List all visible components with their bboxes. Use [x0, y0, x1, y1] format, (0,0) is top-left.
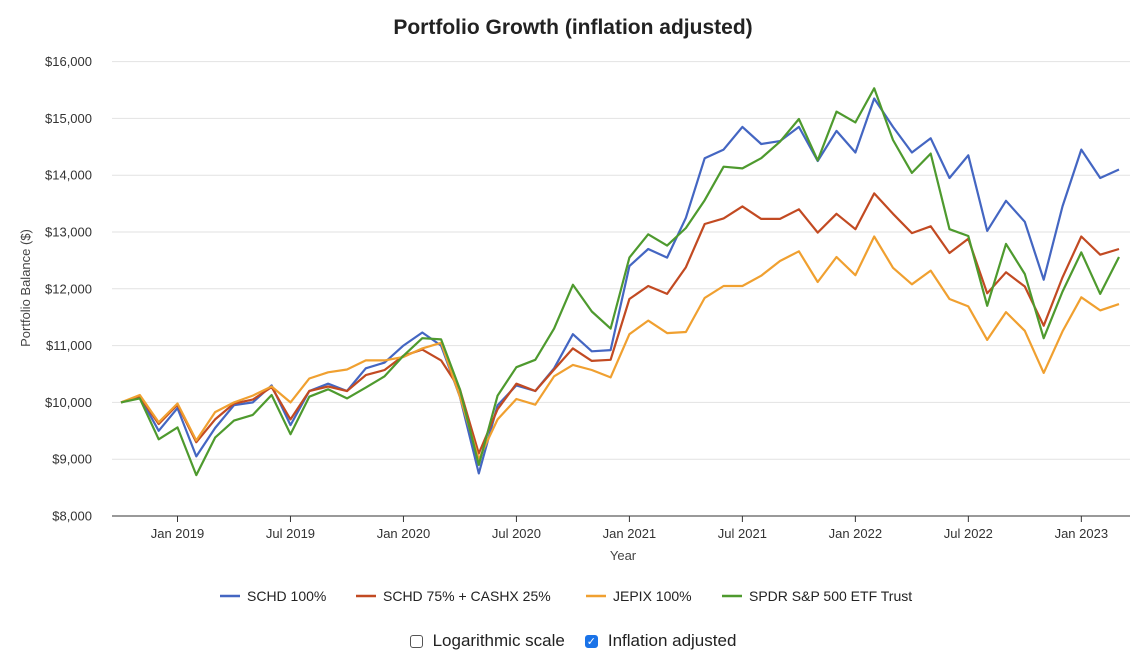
x-tick-label: Jan 2022: [829, 526, 883, 541]
x-tick-label: Jan 2021: [603, 526, 657, 541]
x-tick-label: Jul 2020: [492, 526, 541, 541]
y-tick-label: $9,000: [52, 452, 92, 467]
x-tick-label: Jan 2023: [1055, 526, 1109, 541]
chart-title: Portfolio Growth (inflation adjusted): [393, 16, 752, 39]
x-tick-label: Jul 2021: [718, 526, 767, 541]
y-tick-label: $15,000: [45, 111, 92, 126]
y-axis-title: Portfolio Balance ($): [18, 229, 33, 347]
y-tick-label: $14,000: [45, 168, 92, 183]
log-scale-label: Logarithmic scale: [432, 631, 565, 650]
x-tick-label: Jan 2020: [377, 526, 431, 541]
legend-label[interactable]: JEPIX 100%: [613, 588, 692, 604]
log-scale-option[interactable]: Logarithmic scale: [409, 631, 565, 651]
y-axis-ticks: $8,000 $9,000 $10,000 $11,000 $12,000 $13,000…: [45, 54, 92, 523]
series-line-4: [120, 87, 1120, 477]
series-line-3: [120, 235, 1120, 461]
legend-label[interactable]: SCHD 75% + CASHX 25%: [383, 588, 551, 604]
series-lines: [120, 87, 1120, 477]
legend[interactable]: SCHD 100% SCHD 75% + CASHX 25% JEPIX 100% S…: [220, 588, 912, 604]
y-tick-label: $8,000: [52, 509, 92, 524]
x-tick-label: Jul 2022: [944, 526, 993, 541]
chart-options: Logarithmic scale Inflation adjusted: [0, 628, 1146, 654]
portfolio-growth-chart: Portfolio Growth (inflation adjusted) $8…: [18, 16, 1130, 604]
x-tick-label: Jan 2019: [151, 526, 205, 541]
inflation-adjusted-label: Inflation adjusted: [607, 631, 737, 650]
legend-label[interactable]: SCHD 100%: [247, 588, 326, 604]
series-line-1: [120, 97, 1120, 475]
log-scale-checkbox[interactable]: [409, 634, 423, 648]
x-axis-title: Year: [610, 548, 637, 563]
x-tick-label: Jul 2019: [266, 526, 315, 541]
series-line-2: [120, 192, 1120, 455]
inflation-adjusted-option[interactable]: Inflation adjusted: [584, 631, 737, 651]
y-tick-label: $13,000: [45, 225, 92, 240]
y-tick-label: $16,000: [45, 54, 92, 69]
x-axis-ticks: Jan 2019 Jul 2019 Jan 2020 Jul 2020 Jan 2021…: [151, 516, 1108, 541]
y-tick-label: $11,000: [46, 338, 92, 353]
y-tick-label: $10,000: [45, 395, 92, 410]
y-tick-label: $12,000: [45, 281, 92, 296]
legend-label[interactable]: SPDR S&P 500 ETF Trust: [749, 588, 912, 604]
inflation-adjusted-checkbox[interactable]: [584, 634, 598, 648]
